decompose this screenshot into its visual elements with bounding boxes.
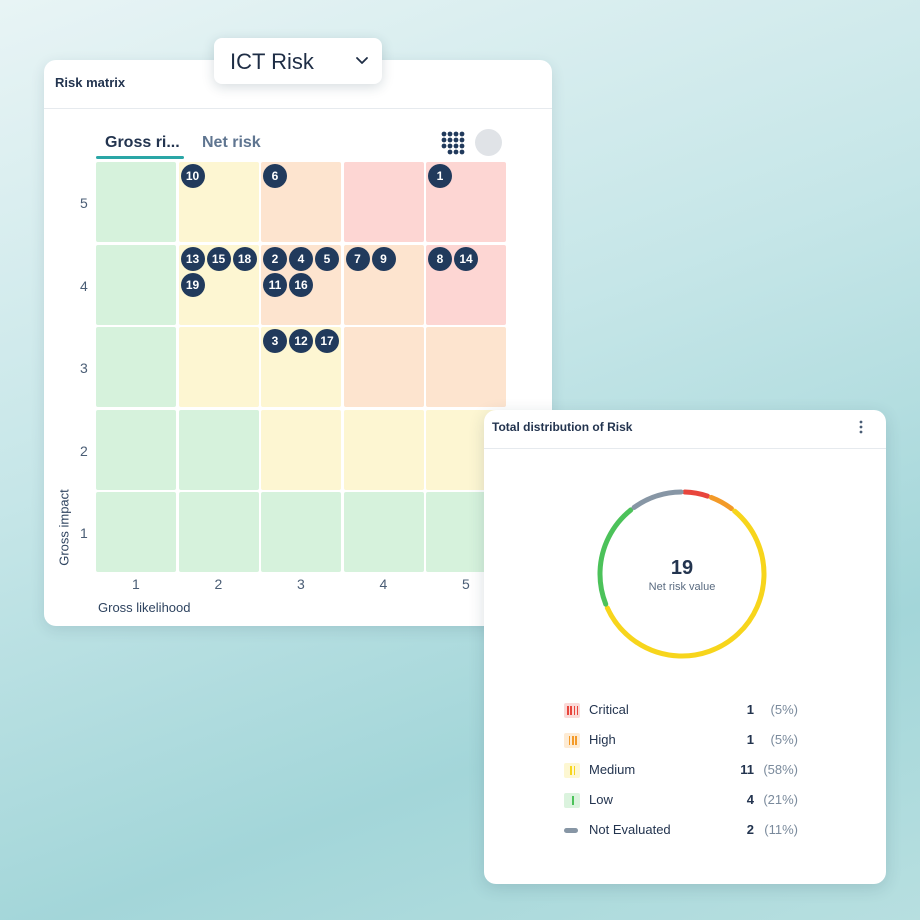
risk-matrix-header: Risk matrix [44,60,552,109]
legend-item: Critical 1 (5%) [564,701,804,721]
more-options-icon[interactable] [858,419,864,435]
matrix-cell [178,409,259,490]
matrix-cell [426,327,506,407]
risk-marker[interactable]: 3 [263,329,287,353]
x-tick-label: 2 [214,576,223,592]
active-tab-indicator [96,156,184,159]
risk-donut-chart [597,489,767,659]
risk-category-dropdown[interactable]: ICT Risk [214,38,382,84]
donut-segment [597,489,767,659]
matrix-cell [343,162,424,242]
legend-item: Not Evaluated 2 (11%) [564,821,804,841]
risk-marker[interactable]: 8 [428,246,452,271]
net-risk-total: 19 [670,557,694,579]
risk-marker[interactable]: 10 [180,164,205,188]
risk-marker[interactable]: 14 [454,246,478,271]
legend-item: Medium 11 (58%) [564,761,804,781]
legend-percent: (5%) [770,702,798,717]
matrix-cell [96,409,176,490]
risk-marker[interactable]: 12 [289,329,313,353]
legend-percent: (58%) [763,762,798,777]
legend-label: Low [589,792,613,807]
x-axis-label: Gross likelihood [98,600,191,615]
legend-percent: (21%) [763,792,798,807]
legend-swatch [564,733,580,748]
matrix-cell [343,409,424,490]
chevron-down-icon [356,57,368,64]
matrix-cell [261,492,341,572]
distribution-title: Total distribution of Risk [492,420,633,434]
legend-swatch [564,793,580,808]
net-risk-caption: Net risk value [648,581,716,593]
risk-marker[interactable]: 5 [315,246,339,271]
matrix-cell [96,162,176,242]
risk-marker[interactable]: 9 [371,246,396,271]
matrix-cell [96,244,176,325]
legend-swatch [564,828,578,833]
matrix-cell [261,409,341,490]
legend-count: 4 [746,792,754,807]
risk-marker[interactable]: 4 [289,246,313,271]
matrix-cell [96,327,176,407]
risk-marker[interactable]: 7 [345,246,370,271]
legend-label: High [589,732,616,747]
grid-view-icon[interactable] [441,131,465,155]
tab-net-risk[interactable]: Net risk [202,134,261,151]
matrix-cell [343,492,424,572]
legend-item: High 1 (5%) [564,731,804,751]
legend-count: 1 [746,702,754,717]
matrix-cell [178,327,259,407]
donut-segment [597,489,767,659]
legend-label: Not Evaluated [589,822,671,837]
risk-marker[interactable]: 2 [263,246,287,271]
y-tick-label: 5 [80,195,88,211]
risk-marker[interactable]: 17 [315,329,339,353]
dropdown-value: ICT Risk [230,49,314,74]
risk-marker[interactable]: 19 [180,272,205,297]
x-tick-label: 5 [462,576,470,592]
risk-marker[interactable]: 16 [289,272,313,297]
y-axis-label: Gross impact [56,489,72,566]
matrix-cell [96,492,176,572]
legend-swatch [564,763,580,778]
matrix-cell [178,492,259,572]
x-tick-label: 4 [379,576,388,592]
y-tick-label: 2 [80,442,88,459]
y-tick-label: 4 [80,277,88,294]
view-toggle-button[interactable] [475,129,502,156]
legend-item: Low 4 (21%) [564,791,804,811]
donut-segment [597,489,767,659]
risk-matrix-title: Risk matrix [55,75,126,90]
legend-count: 1 [746,732,754,747]
tab-gross-risk[interactable]: Gross ri... [105,134,180,151]
x-tick-label: 3 [297,576,305,592]
risk-marker[interactable]: 11 [263,272,287,297]
y-tick-label: 3 [80,360,88,376]
legend-swatch [564,703,580,718]
x-tick-label: 1 [132,576,140,592]
y-tick-label: 1 [80,525,88,541]
risk-marker[interactable]: 6 [263,164,287,188]
distribution-header: Total distribution of Risk [484,410,886,449]
risk-marker[interactable]: 13 [180,246,205,271]
matrix-cell [343,327,424,407]
legend-count: 11 [740,762,754,777]
risk-distribution-card: Total distribution of Risk 19 Net risk v… [484,410,886,884]
legend-percent: (11%) [764,822,798,837]
risk-marker[interactable]: 1 [428,164,452,188]
legend-label: Medium [589,762,636,777]
legend-count: 2 [746,822,754,837]
legend-label: Critical [589,702,629,717]
risk-marker[interactable]: 15 [206,246,231,271]
legend-percent: (5%) [770,732,798,747]
risk-marker[interactable]: 18 [232,246,257,271]
